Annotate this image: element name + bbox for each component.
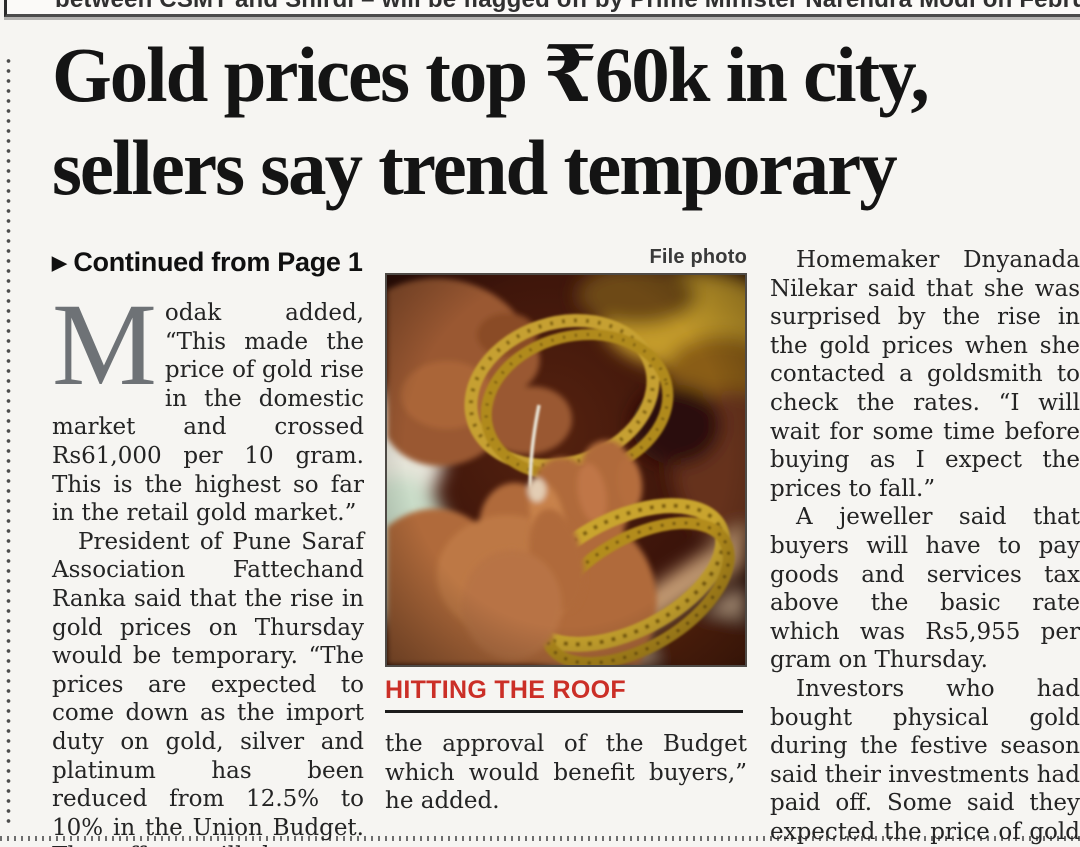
continued-from-kicker: ▶ Continued from Page 1 <box>52 247 363 278</box>
continued-arrow-icon: ▶ <box>52 253 67 274</box>
drop-cap: M <box>52 279 157 410</box>
right-column: Homemaker Dnyanada Nilekar said that she… <box>770 246 1080 847</box>
headline-line-1: Gold prices top ₹60k in city, <box>52 28 1065 121</box>
previous-article-strip: between CSMT and Shirdi – will be flagge… <box>4 0 1080 20</box>
headline-line1-post: 60k in city, <box>594 31 930 118</box>
headline-line1-pre: Gold prices top <box>52 31 544 118</box>
photo-caption: HITTING THE ROOF <box>385 676 626 704</box>
photo-vignette <box>387 275 745 665</box>
previous-article-strip-box: between CSMT and Shirdi – will be flagge… <box>4 0 1080 17</box>
article-headline: Gold prices top ₹60k in city, sellers sa… <box>52 28 1065 214</box>
kicker-label: Continued from Page 1 <box>73 247 363 277</box>
gold-bangles-photo-illustration <box>387 275 745 665</box>
right-paragraph-1: Homemaker Dnyanada Nilekar said that she… <box>770 247 1080 502</box>
rupee-sign: ₹ <box>543 31 596 118</box>
previous-article-strip-text: between CSMT and Shirdi – will be flagge… <box>7 0 1080 12</box>
right-paragraph-3: Investors who had bought physical gold d… <box>770 675 1080 845</box>
caption-rule <box>385 710 743 713</box>
headline-line-2: sellers say trend temporary <box>52 124 898 211</box>
middle-column: File photo <box>385 246 747 816</box>
dotted-bottom-rule <box>0 836 1080 841</box>
middle-column-text: the approval of the Budget which would b… <box>385 730 747 816</box>
photo-credit: File photo <box>649 246 747 268</box>
right-paragraph-2: A jeweller said that buyers will have to… <box>770 504 1080 674</box>
dotted-column-rule <box>6 58 11 824</box>
article-photo <box>385 273 747 667</box>
middle-paragraph: the approval of the Budget which would b… <box>385 731 747 815</box>
left-paragraph-2: President of Pune Saraf Association Fatt… <box>52 528 364 847</box>
left-paragraph-1-text: odak added, “This made the price of gold… <box>52 300 364 527</box>
strip-shadow-rule <box>4 17 1080 20</box>
